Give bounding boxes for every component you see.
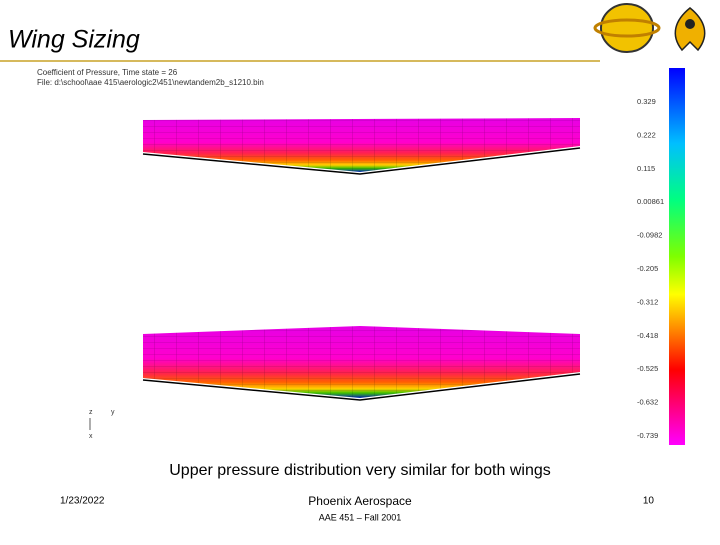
figure-caption: File: d:\school\aae 415\aerologic2\451\n… (37, 78, 264, 87)
colorbar-label: -0.418 (637, 331, 658, 340)
axis-label: y (111, 409, 115, 416)
colorbar-label: 0.00861 (637, 197, 664, 206)
wing-lower (142, 326, 581, 401)
colorbar-labels: 0.329 0.222 0.115 0.00861 -0.0982 -0.205 -0.31… (637, 97, 664, 440)
axis-label: z (89, 409, 93, 416)
colorbar-label: 0.115 (637, 164, 655, 173)
colorbar-label: -0.525 (637, 364, 658, 373)
footer-course: AAE 451 – Fall 2001 (319, 512, 402, 522)
colorbar-label: -0.0982 (637, 231, 662, 240)
logo-left (593, 3, 661, 53)
slide-title: Wing Sizing (8, 26, 140, 54)
footer-date: 1/23/2022 (60, 496, 105, 507)
colorbar-label: -0.312 (637, 297, 658, 306)
logo-right (674, 7, 706, 52)
colorbar-label: 0.329 (637, 97, 656, 106)
colorbar-label: -0.739 (637, 431, 658, 440)
colorbar (669, 68, 685, 445)
slide-caption: Upper pressure distribution very similar… (169, 462, 550, 479)
footer-company: Phoenix Aerospace (308, 494, 412, 508)
axis-label: x (89, 433, 93, 440)
footer-page: 10 (643, 496, 655, 507)
colorbar-label: -0.205 (637, 264, 658, 273)
figure-caption: Coefficient of Pressure, Time state = 26 (37, 68, 178, 77)
wing-upper (142, 118, 581, 175)
colorbar-label: -0.632 (637, 398, 658, 407)
colorbar-label: 0.222 (637, 130, 656, 139)
